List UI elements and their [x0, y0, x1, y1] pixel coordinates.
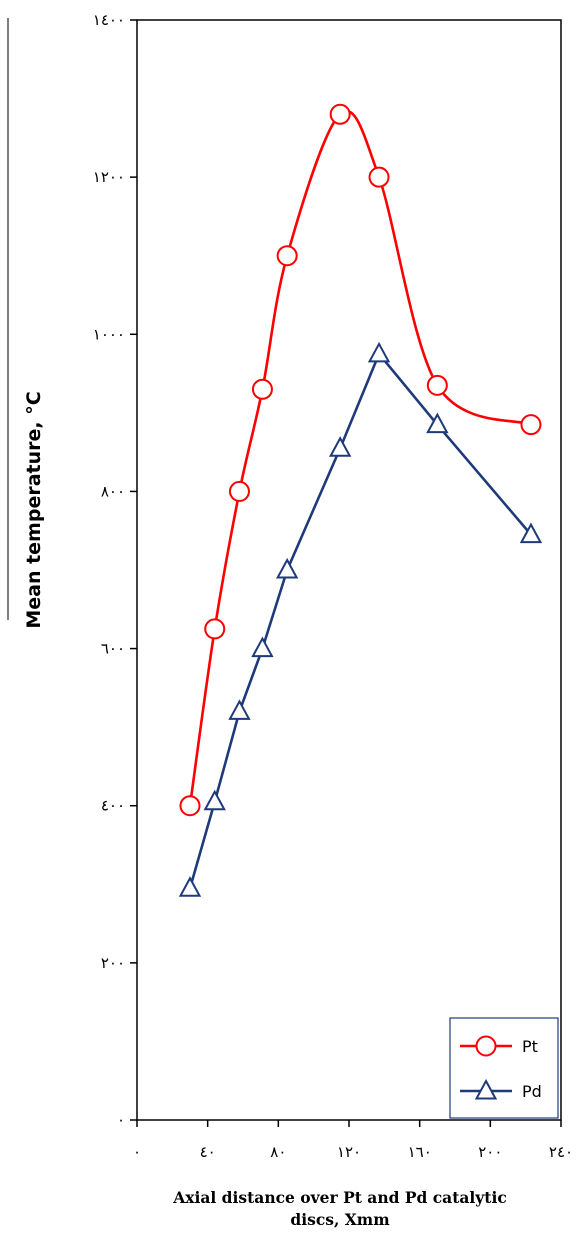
data-point-pt: [329, 103, 351, 125]
x-tick-label: ٠: [133, 1143, 141, 1161]
legend-label-pt: Pt: [522, 1037, 538, 1056]
series-line-pd: [188, 352, 532, 889]
data-point-pt: [276, 245, 298, 267]
legend: Pt Pd: [449, 1017, 559, 1119]
y-tick-label: ١٢٠٠: [93, 168, 125, 186]
x-tick-label: ٤٠: [200, 1143, 216, 1161]
x-tick-label: ١٢٠: [337, 1143, 361, 1161]
x-axis: ٠ ٤٠ ٨٠ ١٢٠ ١٦٠ ٢٠٠ ٢٤٠: [133, 1120, 573, 1161]
data-point-pd: [519, 522, 543, 544]
data-point-pd: [275, 557, 299, 579]
data-point-pt: [426, 374, 448, 396]
data-point-pd: [203, 789, 226, 811]
x-tick-label: ٢٠٠: [478, 1143, 502, 1161]
series-pt: [179, 103, 542, 817]
data-point-pt: [251, 378, 273, 400]
data-point-pd: [178, 876, 202, 897]
y-tick-label: ٤٠٠: [101, 797, 125, 815]
legend-marker-pt: [475, 1035, 497, 1057]
y-tick-label: ١٤٠٠: [93, 11, 125, 29]
legend-item-pt: Pt: [460, 1035, 538, 1057]
legend-item-pd: Pd: [460, 1078, 542, 1101]
data-point-pt: [228, 480, 250, 502]
legend-marker-pd: [474, 1078, 498, 1100]
y-axis-label: Mean temperature, °C: [23, 391, 45, 628]
series-layer: [178, 103, 543, 897]
data-point-pt: [368, 166, 390, 188]
x-tick-label: ١٦٠: [408, 1143, 432, 1161]
y-tick-label: ٨٠٠: [101, 482, 125, 500]
series-pd: [178, 341, 543, 897]
y-tick-label: ١٠٠٠: [93, 325, 125, 343]
y-tick-label: ٠: [117, 1111, 125, 1129]
data-point-pd: [228, 699, 251, 720]
y-tick-label: ٢٠٠: [101, 954, 125, 972]
x-tick-label: ٢٤٠: [549, 1143, 573, 1161]
legend-label-pd: Pd: [522, 1082, 542, 1101]
data-point-pd: [328, 436, 352, 457]
data-point-pd: [367, 341, 391, 363]
data-point-pd: [426, 412, 449, 434]
x-axis-label-line-2: discs, Xmm: [290, 1210, 390, 1229]
data-point-pd: [251, 636, 274, 658]
y-axis: ٠ ٢٠٠ ٤٠٠ ٦٠٠ ٨٠٠ ١٠٠٠ ١٢٠٠ ١٤٠٠: [93, 11, 137, 1129]
data-point-pt: [179, 795, 201, 817]
legend-box: [449, 1017, 559, 1119]
data-point-pt: [204, 618, 226, 640]
series-line-pt: [188, 110, 532, 806]
plot-area: [136, 19, 562, 1121]
x-tick-label: ٨٠: [270, 1143, 286, 1161]
x-axis-label-line-1: Axial distance over Pt and Pd catalytic: [172, 1188, 507, 1207]
data-point-pt: [520, 414, 542, 436]
y-tick-label: ٦٠٠: [101, 640, 125, 658]
